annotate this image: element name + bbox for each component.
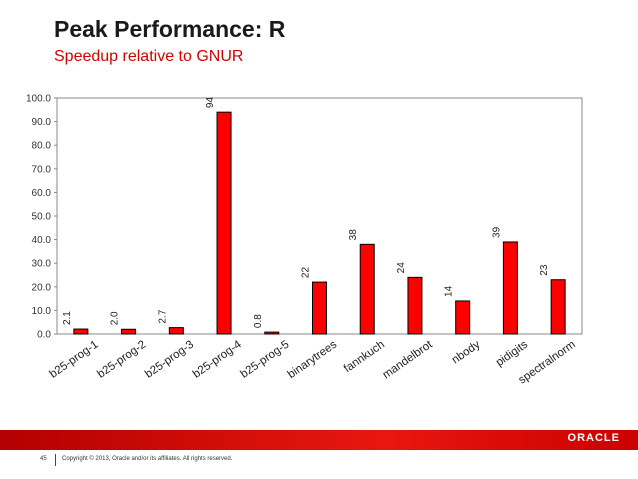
y-tick-label: 90.0 — [32, 117, 52, 128]
bar — [455, 300, 471, 335]
data-label: 14 — [444, 285, 455, 297]
bar — [359, 243, 375, 335]
bars — [73, 111, 566, 335]
y-tick-label: 10.0 — [32, 306, 52, 317]
bar — [550, 279, 566, 335]
x-axis-labels: b25-prog-1b25-prog-2b25-prog-3b25-prog-4… — [48, 338, 578, 386]
data-label: 39 — [491, 226, 502, 238]
x-tick-label: fannkuch — [342, 339, 387, 376]
data-label: 22 — [301, 267, 312, 279]
x-tick-label: b25-prog-3 — [143, 339, 196, 381]
data-label: 2.1 — [62, 311, 73, 325]
x-tick-label: pidigits — [494, 338, 530, 369]
bar — [407, 276, 423, 335]
copyright-notice: Copyright © 2013, Oracle and/or its affi… — [62, 456, 233, 462]
data-labels: 2.1 2.0 2.7 94 0.8 22 38 24 14 39 23 — [62, 97, 550, 329]
y-tick-label: 20.0 — [32, 282, 52, 293]
page-number: 45 — [40, 456, 47, 462]
bar — [121, 328, 137, 335]
bar — [168, 327, 184, 335]
footer-divider — [55, 454, 56, 466]
y-axis-ticks: 0.0 10.0 20.0 30.0 40.0 50.0 60.0 70.0 80.0 90.0 1… — [26, 94, 57, 341]
y-tick-label: 30.0 — [32, 259, 52, 270]
slide-title: Peak Performance: R — [54, 16, 286, 42]
bar — [264, 331, 280, 335]
speedup-bar-chart: 0.0 10.0 20.0 30.0 40.0 50.0 60.0 70.0 80.0 90.0 1… — [26, 94, 583, 387]
y-tick-label: 50.0 — [32, 212, 52, 223]
footer-bar: ORACLE — [0, 430, 638, 450]
slide-subtitle: Speedup relative to GNUR — [54, 48, 244, 65]
x-tick-label: mandelbrot — [381, 338, 436, 381]
data-label: 0.8 — [253, 314, 264, 328]
bar — [502, 241, 518, 335]
x-tick-label: b25-prog-2 — [95, 339, 148, 381]
data-label: 38 — [348, 229, 359, 241]
x-tick-label: b25-prog-1 — [48, 339, 101, 381]
bar — [73, 328, 89, 335]
x-tick-label: binarytrees — [286, 338, 340, 381]
y-tick-label: 100.0 — [26, 94, 51, 105]
x-tick-label: b25-prog-4 — [191, 338, 244, 380]
data-label: 23 — [539, 264, 550, 276]
x-tick-label: b25-prog-5 — [239, 339, 292, 381]
y-tick-label: 40.0 — [32, 235, 52, 246]
oracle-logo: ORACLE — [567, 432, 620, 444]
bar — [216, 111, 232, 335]
y-tick-label: 0.0 — [37, 330, 51, 341]
y-tick-label: 60.0 — [32, 188, 52, 199]
data-label: 2.0 — [110, 311, 121, 325]
data-label: 24 — [396, 262, 407, 274]
y-tick-label: 70.0 — [32, 164, 52, 175]
data-label: 2.7 — [157, 309, 168, 323]
data-label: 94 — [205, 97, 216, 109]
y-tick-label: 80.0 — [32, 141, 52, 152]
x-tick-label: nbody — [450, 338, 483, 366]
bar — [312, 281, 327, 335]
